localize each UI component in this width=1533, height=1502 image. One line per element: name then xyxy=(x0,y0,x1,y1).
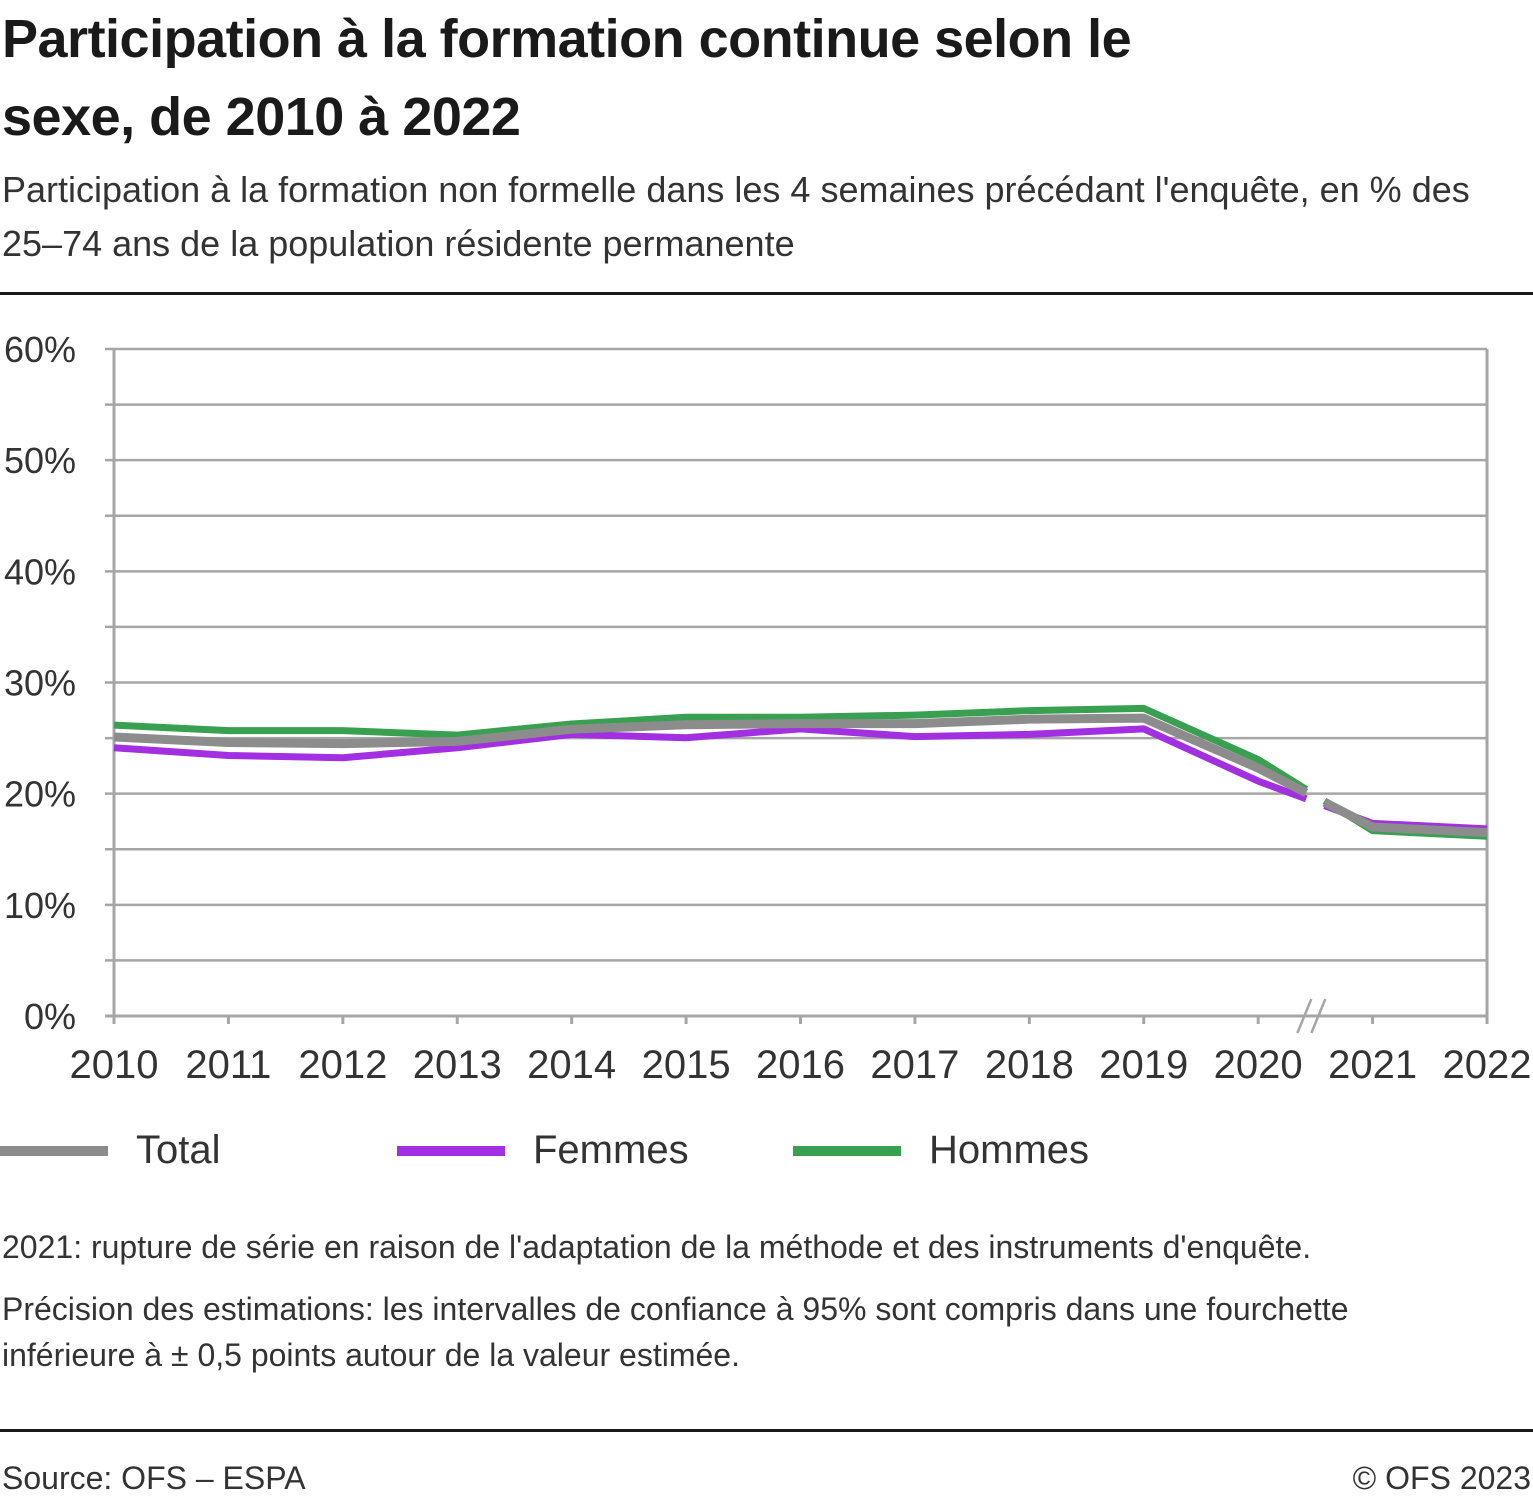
legend-label-hommes: Hommes xyxy=(929,1128,1090,1172)
legend-swatch-hommes xyxy=(793,1145,901,1156)
legend-item-hommes: Hommes xyxy=(793,1128,1089,1173)
chart-subtitle: Participation à la formation non formell… xyxy=(2,169,1470,264)
x-tick-label: 2010 xyxy=(70,1043,159,1087)
x-tick-label: 2021 xyxy=(1328,1043,1417,1087)
axis-break-mark xyxy=(1310,998,1327,1034)
series-line-total xyxy=(1322,798,1488,838)
x-tick-label: 2020 xyxy=(1214,1043,1303,1087)
legend-item-femmes: Femmes xyxy=(397,1128,689,1173)
legend-label-total: Total xyxy=(136,1128,221,1172)
y-tick-label: 10% xyxy=(4,885,76,926)
series-line-hommes xyxy=(113,704,1309,793)
chart-title: Participation à la formation continue se… xyxy=(2,9,1132,147)
source: Source: OFS – ESPA xyxy=(2,1460,306,1496)
series-line-total xyxy=(113,713,1309,797)
x-tick-label: 2017 xyxy=(870,1043,959,1087)
legend-swatch-total xyxy=(0,1145,108,1156)
y-tick-label: 20% xyxy=(4,774,76,815)
legend-item-total: Total xyxy=(0,1128,221,1173)
x-tick-label: 2016 xyxy=(756,1043,845,1087)
x-tick-label: 2011 xyxy=(185,1043,271,1087)
x-tick-label: 2013 xyxy=(413,1043,502,1087)
y-tick-label: 30% xyxy=(4,663,76,704)
bottom-rule xyxy=(0,1429,1533,1432)
legend: Total Femmes Hommes xyxy=(0,1128,1533,1178)
series-line-femmes xyxy=(113,725,1308,803)
y-tick-label: 50% xyxy=(4,440,76,481)
axis-break-mark xyxy=(1296,998,1313,1034)
copyright: © OFS 2023 xyxy=(1352,1460,1531,1496)
x-tick-label: 2012 xyxy=(298,1043,387,1087)
y-tick-label: 60% xyxy=(4,329,76,370)
x-tick-label: 2019 xyxy=(1099,1043,1188,1087)
line-chart: 0% 10% 20% 30% 40% 50% 60% 2010 2011 2012 2013 2014… xyxy=(4,329,1532,1087)
x-tick-label: 2014 xyxy=(527,1043,616,1087)
note-precision: Précision des estimations: les intervall… xyxy=(2,1291,1349,1373)
top-rule xyxy=(0,292,1533,295)
x-tick-label: 2018 xyxy=(985,1043,1074,1087)
legend-label-femmes: Femmes xyxy=(533,1128,689,1172)
x-tick-label: 2022 xyxy=(1443,1043,1532,1087)
y-tick-label: 0% xyxy=(24,996,76,1037)
x-tick-label: 2015 xyxy=(642,1043,731,1087)
legend-swatch-femmes xyxy=(397,1145,505,1156)
note-series-break: 2021: rupture de série en raison de l'ad… xyxy=(2,1229,1312,1265)
y-tick-label: 40% xyxy=(4,551,76,592)
